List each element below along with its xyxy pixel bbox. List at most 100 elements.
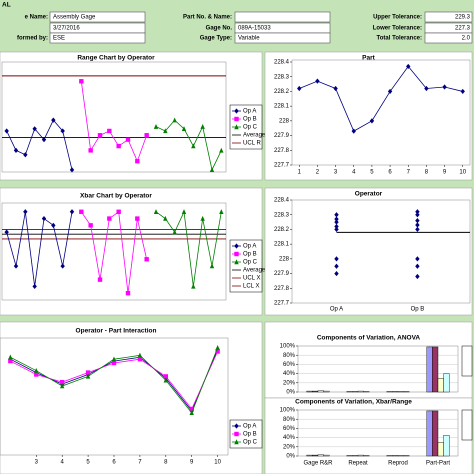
point [41, 215, 47, 222]
bar [432, 346, 439, 393]
y-tick-label: 60% [283, 426, 296, 432]
plot-frame [1, 202, 227, 301]
point [415, 222, 420, 228]
field-label: e Name: [25, 15, 48, 21]
legend-marker [234, 108, 239, 114]
chart-title: Components of Variation, ANOVA [317, 335, 421, 342]
field-label: Gage Type: [200, 36, 232, 42]
series-line [299, 65, 463, 132]
field-value: Variable [238, 36, 260, 42]
bar [437, 378, 444, 393]
point [163, 215, 168, 221]
legend-label: UCL X [243, 276, 260, 282]
field-box [234, 11, 331, 23]
field-value: 227.3 [455, 26, 471, 32]
field-box [234, 32, 331, 44]
legend-label: Op A [243, 424, 256, 430]
x-tick-label: Repeat [348, 461, 368, 467]
y-tick-label: 227.9 [274, 133, 290, 139]
point [125, 137, 131, 142]
point [415, 263, 420, 269]
field-value: 3/27/2016 [53, 26, 80, 32]
y-tick-label: 40% [283, 435, 296, 441]
legend-label: Average [243, 133, 266, 139]
chart-title: Components of Variation, Xbar/Range [295, 399, 412, 406]
plot-frame [1, 61, 227, 173]
field-box [424, 11, 473, 23]
y-tick-label: 228.2 [274, 227, 290, 233]
legend-label: Op B [243, 432, 257, 438]
y-tick-label: 228.1 [274, 242, 290, 248]
point [334, 270, 339, 277]
plot-frame [291, 199, 471, 304]
series-line [80, 81, 148, 163]
point [8, 358, 13, 364]
x-tick-label: 8 [425, 170, 429, 176]
point [387, 88, 393, 95]
y-tick-label: 20% [283, 380, 296, 386]
chart-panel [0, 321, 263, 474]
point [460, 88, 465, 95]
field-value: 229.3 [455, 15, 471, 21]
point [60, 263, 65, 269]
field-value: 089A-15033 [238, 26, 271, 32]
point [163, 374, 169, 379]
y-tick-label: 228.4 [274, 60, 290, 66]
x-tick-label: 4 [352, 170, 356, 176]
y-tick-label: 100% [280, 344, 296, 350]
point [172, 229, 177, 235]
field-value: ESE [53, 36, 65, 42]
point [41, 137, 47, 143]
legend-box [229, 239, 263, 293]
point [172, 117, 177, 123]
bar [323, 454, 330, 457]
point [334, 219, 339, 225]
point [125, 291, 131, 296]
legend-box [461, 345, 473, 377]
point [59, 379, 65, 385]
point [144, 133, 149, 138]
legend-label: Op B [243, 252, 257, 258]
legend-marker [234, 423, 239, 429]
point [209, 167, 215, 173]
point [406, 63, 411, 70]
point [333, 85, 338, 92]
point [111, 360, 117, 366]
field-value: 2.0 [462, 36, 471, 42]
y-tick-label: 0% [286, 454, 295, 460]
field-box [49, 11, 146, 23]
x-tick-label: Gage R&R [303, 461, 333, 467]
y-tick-label: 228.3 [274, 212, 290, 218]
field-label: formed by: [17, 36, 48, 42]
point [191, 143, 196, 149]
y-tick-label: 227.8 [274, 148, 290, 154]
x-tick-label: 9 [190, 460, 194, 466]
point [4, 128, 9, 134]
field-label: Upper Tolerance: [373, 15, 422, 21]
y-tick-label: 228 [279, 118, 290, 124]
x-tick-label: 6 [112, 460, 116, 466]
x-tick-label: 3 [334, 170, 338, 176]
field-label: Lower Tolerance: [373, 26, 422, 32]
chart-title: Operator [355, 191, 383, 198]
point [116, 209, 121, 214]
legend-label: UCL R [243, 141, 261, 147]
field-box [424, 32, 473, 44]
point [415, 256, 420, 262]
x-tick-label: 2 [316, 170, 320, 176]
point [415, 273, 420, 280]
bar [306, 390, 313, 393]
bar [323, 390, 330, 393]
point [415, 218, 420, 224]
field-label: Total Tolerance: [377, 36, 422, 42]
point [219, 209, 224, 214]
y-tick-label: 228 [279, 256, 290, 262]
bar [317, 390, 324, 393]
point [189, 410, 194, 416]
x-tick-label: 6 [388, 170, 392, 176]
point [424, 85, 429, 92]
y-tick-label: 228.4 [274, 198, 290, 204]
legend-label: Op C [243, 440, 258, 446]
